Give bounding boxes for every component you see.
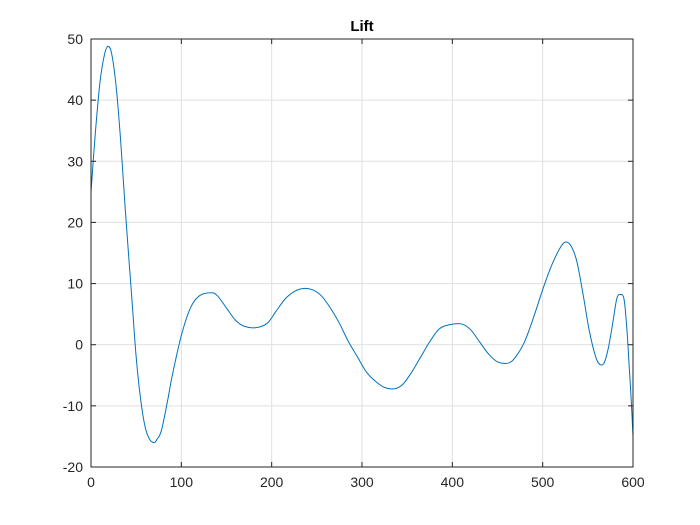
series-layer bbox=[90, 45, 634, 444]
chart-title: Lift bbox=[350, 18, 373, 35]
y-tick-label: 50 bbox=[67, 31, 83, 47]
y-tick-label: -10 bbox=[63, 398, 83, 414]
x-tick-label: 400 bbox=[441, 474, 465, 490]
x-tick-label: 600 bbox=[621, 474, 645, 490]
y-tick-label: 30 bbox=[67, 153, 83, 169]
x-tick-label: 0 bbox=[87, 474, 95, 490]
y-tick-label: 40 bbox=[67, 92, 83, 108]
x-tick-label: 200 bbox=[260, 474, 284, 490]
x-tick-label: 100 bbox=[170, 474, 194, 490]
y-tick-label: -20 bbox=[63, 459, 83, 475]
tick-layer: 0 100 200 300 400 500 600 -20 -10 0 10 20 30 40 50 bbox=[63, 31, 645, 490]
lift-line bbox=[90, 45, 634, 444]
x-tick-label: 300 bbox=[350, 474, 374, 490]
x-tick-label: 500 bbox=[531, 474, 555, 490]
y-tick-label: 10 bbox=[67, 276, 83, 292]
grid bbox=[90, 38, 634, 468]
y-tick-label: 20 bbox=[67, 214, 83, 230]
y-tick-label: 0 bbox=[75, 337, 83, 353]
